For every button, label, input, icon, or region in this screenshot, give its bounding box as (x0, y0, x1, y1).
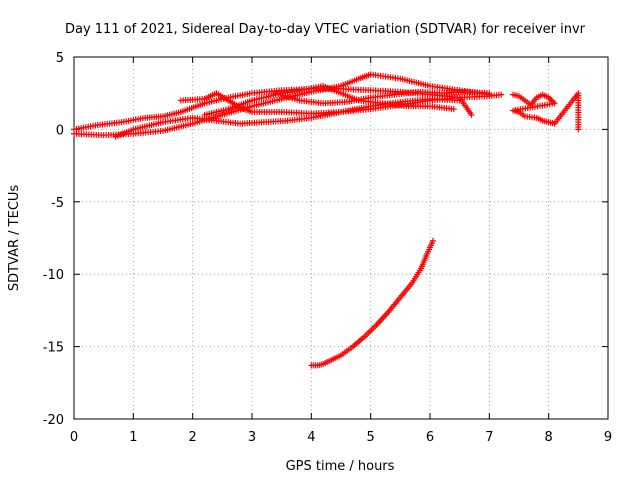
x-tick-label: 2 (189, 430, 197, 445)
y-tick-label: -5 (51, 196, 64, 211)
y-axis-label: SDTVAR / TECUs (7, 185, 22, 292)
x-tick-label: 6 (426, 430, 434, 445)
x-tick-label: 4 (307, 430, 315, 445)
data-point (575, 126, 582, 133)
series-late-arcs (510, 90, 582, 133)
x-tick-label: 1 (129, 430, 137, 445)
series-track-6 (272, 88, 493, 107)
data-point (429, 237, 436, 244)
x-tick-label: 7 (485, 430, 493, 445)
series-track-1 (71, 71, 493, 139)
series-negative-arc (308, 237, 436, 369)
chart-title: Day 111 of 2021, Sidereal Day-to-day VTE… (65, 22, 586, 37)
y-tick-label: -10 (43, 268, 64, 283)
y-tick-label: -15 (43, 341, 64, 356)
y-tick-label: 5 (56, 51, 64, 66)
y-tick-label: 0 (56, 123, 64, 138)
x-tick-label: 0 (70, 430, 78, 445)
data-point (498, 91, 505, 98)
data-point (456, 97, 463, 104)
series-track-4 (112, 95, 463, 140)
plot-frame (73, 56, 609, 420)
y-tick-label: -20 (43, 413, 64, 428)
data-point (486, 90, 493, 97)
data-point (468, 111, 475, 118)
x-tick-label: 8 (545, 430, 553, 445)
axis-ticks: 0 1 2 3 4 5 6 7 8 9 5 0 -5 -10 -15 -20 (43, 51, 612, 445)
x-tick-label: 9 (604, 430, 612, 445)
x-axis-label: GPS time / hours (286, 459, 395, 474)
data-point (450, 106, 457, 113)
data-series (71, 71, 582, 369)
x-tick-label: 5 (367, 430, 375, 445)
x-tick-label: 3 (248, 430, 256, 445)
